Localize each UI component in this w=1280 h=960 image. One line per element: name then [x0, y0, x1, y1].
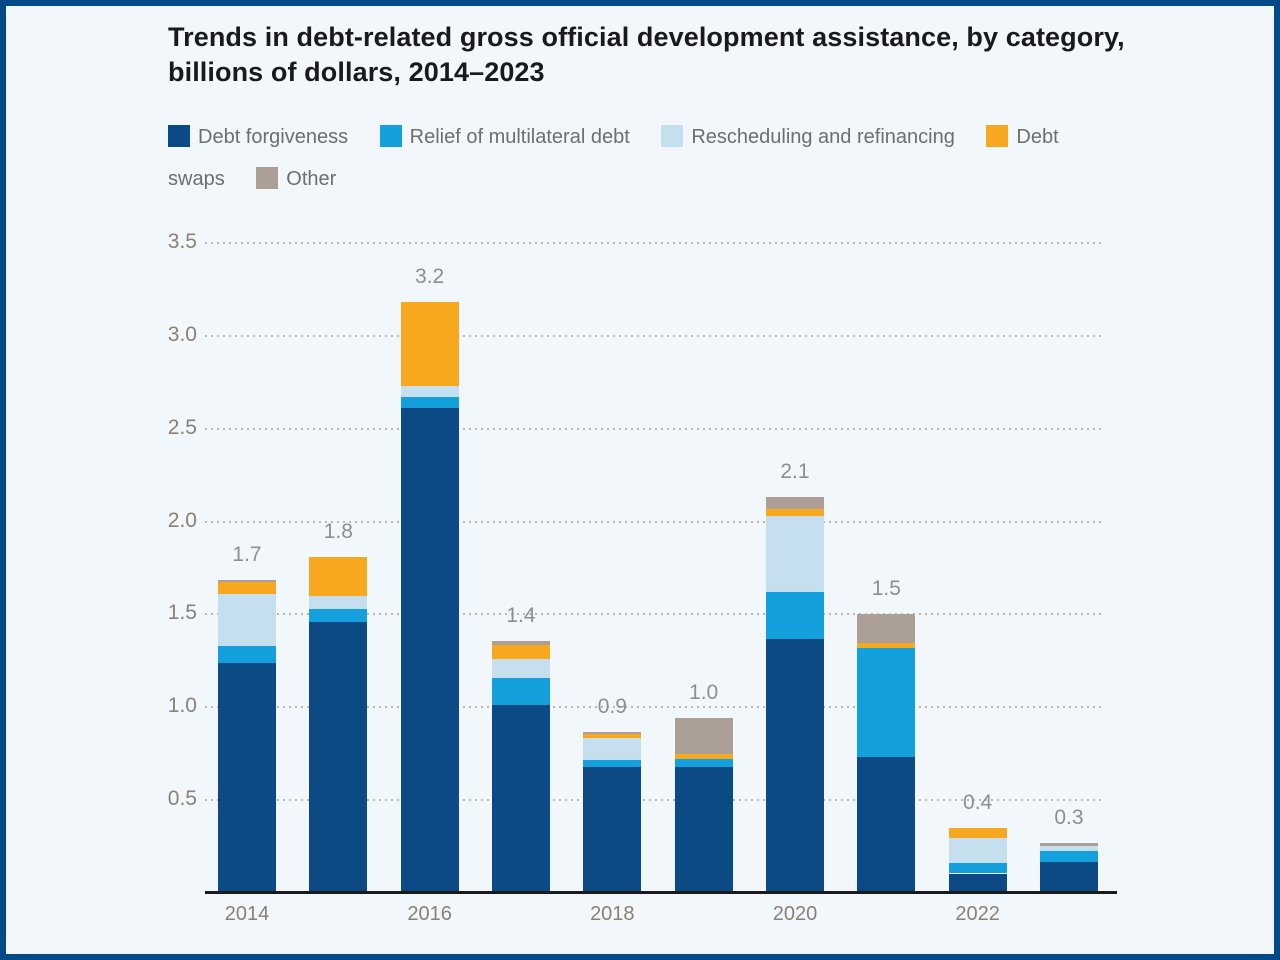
bar-segment-relief-of-multilateral-debt-2014: [218, 646, 276, 663]
gridline-2.5: [205, 427, 1105, 430]
x-axis-tick-label-2018: 2018: [590, 903, 635, 925]
gridline-3.0: [205, 334, 1105, 337]
legend-item-relief-of-multilateral-debt: Relief of multilateral debt: [379, 125, 630, 148]
legend-swatch-relief-of-multilateral-debt: [379, 125, 402, 147]
chart-title: Trends in debt-related gross official de…: [168, 22, 1125, 87]
bar-segment-other-2020: [765, 497, 824, 509]
bar-segment-other-2021: [857, 614, 916, 644]
y-axis-tick-label: 2.0: [167, 508, 197, 532]
gridline-3.5: [205, 242, 1105, 244]
bar-segment-debt-forgiveness-2021: [857, 757, 916, 893]
bar-total-label-2020: 2.1: [780, 460, 810, 484]
legend-label-debt-swaps: Debt swaps: [168, 126, 1059, 190]
bar-segment-rescheduling-and-refinancing-2023: [1039, 845, 1098, 852]
bar-segment-debt-swaps-2019: [674, 753, 733, 760]
bar-segment-relief-of-multilateral-debt-2017: [491, 677, 550, 706]
legend-swatch-rescheduling-and-refinancing: [661, 125, 684, 147]
bar-segment-rescheduling-and-refinancing-2015: [309, 595, 368, 609]
bar-total-label-2021: 1.5: [871, 577, 901, 601]
legend-item-debt-forgiveness: Debt forgiveness: [168, 125, 349, 148]
bar-segment-rescheduling-and-refinancing-2018: [583, 737, 642, 761]
legend-item-other: Other: [256, 167, 337, 190]
bar-segment-debt-forgiveness-2020: [765, 638, 824, 893]
bar-segment-relief-of-multilateral-debt-2019: [674, 759, 733, 767]
x-axis-tick-label-2014: 2014: [224, 903, 270, 925]
bar-segment-other-2014: [218, 580, 276, 582]
bar-total-label-2019: 1.0: [689, 681, 719, 705]
bar-segment-debt-forgiveness-2014: [218, 662, 276, 893]
bar-segment-other-2023: [1039, 842, 1098, 846]
bar-segment-rescheduling-and-refinancing-2020: [765, 516, 824, 593]
bar-segment-rescheduling-and-refinancing-2022: [948, 838, 1007, 864]
legend-label-relief-of-multilateral-debt: Relief of multilateral debt: [409, 126, 630, 148]
bar-segment-debt-swaps-2016: [400, 302, 459, 386]
bar-segment-relief-of-multilateral-debt-2022: [948, 863, 1007, 874]
bar-total-label-2014: 1.7: [232, 543, 262, 567]
bar-total-label-2018: 0.9: [597, 695, 627, 719]
y-axis-tick-label: 2.5: [167, 415, 197, 439]
bar-segment-relief-of-multilateral-debt-2023: [1039, 851, 1098, 863]
bar-segment-debt-forgiveness-2019: [674, 766, 733, 893]
legend-item-debt-swaps: Debt swaps: [168, 125, 1059, 190]
x-axis-tick-label-2020: 2020: [772, 903, 818, 925]
bar-total-label-2017: 1.4: [506, 604, 536, 628]
bar-segment-relief-of-multilateral-debt-2015: [309, 608, 368, 622]
gridline-0.5: [205, 799, 1105, 802]
gridline-1.0: [205, 706, 1105, 709]
bar-total-label-2023: 0.3: [1054, 805, 1084, 829]
legend-swatch-other: [256, 167, 279, 189]
legend-item-rescheduling-and-refinancing: Rescheduling and refinancing: [661, 125, 955, 148]
x-axis-tick-label-2016: 2016: [407, 903, 452, 925]
gridline-2.0: [205, 520, 1105, 523]
bar-segment-debt-forgiveness-2015: [309, 621, 368, 893]
y-axis-tick-label: 3.5: [167, 230, 197, 253]
gridline-1.5: [205, 613, 1105, 616]
x-axis-line: [205, 891, 1117, 894]
bar-total-label-2022: 0.4: [963, 791, 993, 814]
bar-total-label-2015: 1.8: [323, 519, 353, 543]
bar-segment-relief-of-multilateral-debt-2021: [857, 647, 916, 758]
bar-segment-debt-swaps-2017: [491, 645, 550, 659]
bar-segment-rescheduling-and-refinancing-2016: [400, 386, 459, 398]
bar-segment-relief-of-multilateral-debt-2020: [765, 592, 824, 639]
bar-segment-debt-swaps-2022: [948, 828, 1007, 839]
bar-segment-debt-swaps-2014: [218, 581, 276, 594]
legend-swatch-debt-swaps: [986, 125, 1009, 147]
bar-segment-debt-forgiveness-2017: [491, 705, 550, 893]
bar-segment-other-2018: [583, 732, 642, 735]
bar-segment-other-2017: [491, 641, 550, 646]
bar-segment-rescheduling-and-refinancing-2014: [218, 594, 276, 646]
legend-swatch-debt-forgiveness: [168, 125, 190, 147]
y-axis-tick-label: 3.0: [167, 322, 197, 346]
y-axis-tick-label: 1.5: [167, 601, 197, 625]
bar-segment-debt-forgiveness-2023: [1039, 862, 1098, 893]
bar-total-label-2016: 3.2: [415, 265, 445, 289]
bar-segment-debt-forgiveness-2018: [583, 766, 642, 893]
x-axis-tick-label-2022: 2022: [955, 903, 1000, 925]
y-axis-tick-label: 0.5: [167, 787, 197, 811]
y-axis-tick-label: 1.0: [167, 694, 197, 718]
legend-label-other: Other: [286, 168, 337, 190]
bar-segment-other-2019: [674, 718, 733, 754]
bar-segment-debt-swaps-2021: [857, 643, 916, 648]
legend-label-debt-forgiveness: Debt forgiveness: [198, 126, 349, 148]
legend-label-rescheduling-and-refinancing: Rescheduling and refinancing: [691, 126, 955, 148]
bar-segment-relief-of-multilateral-debt-2018: [583, 760, 642, 767]
legend: Debt forgiveness Relief of multilateral …: [168, 116, 1080, 200]
bar-segment-debt-swaps-2018: [583, 734, 642, 738]
bar-segment-debt-swaps-2015: [309, 556, 368, 596]
bar-segment-rescheduling-and-refinancing-2017: [491, 659, 550, 678]
bar-segment-debt-forgiveness-2022: [948, 873, 1007, 893]
bar-segment-debt-forgiveness-2016: [400, 408, 459, 893]
bar-segment-debt-swaps-2020: [765, 508, 824, 516]
bar-segment-relief-of-multilateral-debt-2016: [400, 397, 459, 409]
